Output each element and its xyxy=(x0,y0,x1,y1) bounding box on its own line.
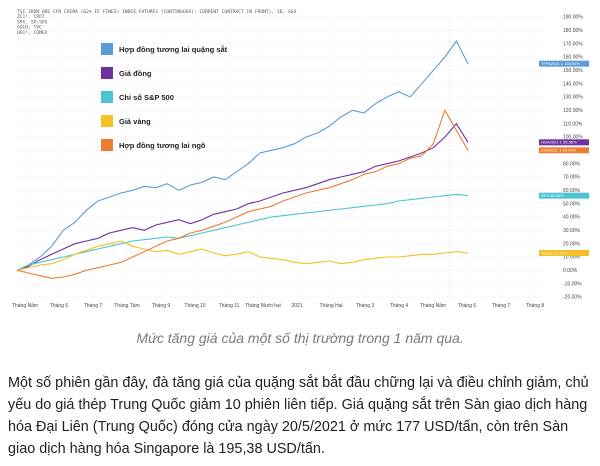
x-tick-label: Tháng 10 xyxy=(184,303,205,309)
y-tick-label: -10.00% xyxy=(563,281,582,287)
legend-swatch xyxy=(101,139,113,151)
y-tick-label: 80.00% xyxy=(563,161,581,167)
legend-swatch xyxy=(101,43,113,55)
y-tick-label: 160.00% xyxy=(563,55,583,61)
x-tick-label: Tháng Mười hai xyxy=(245,303,281,309)
series-end-label: HGA2021 1 95.56% xyxy=(541,140,577,145)
y-tick-label: 120.00% xyxy=(563,108,583,114)
y-tick-label: 150.00% xyxy=(563,68,583,74)
legend-label: Hợp đồng tương lai ngô xyxy=(119,141,206,150)
y-tick-label: 140.00% xyxy=(563,81,583,87)
x-tick-label: Tháng Hai xyxy=(319,303,342,309)
x-tick-label: Tháng 6 xyxy=(458,303,477,309)
y-tick-label: 60.00% xyxy=(563,188,581,194)
chart-caption: Mức tăng giá của một số thị trường trong… xyxy=(136,330,464,346)
series-end-label-bg xyxy=(539,250,589,256)
y-tick-label: 180.00% xyxy=(563,28,583,34)
series-line xyxy=(16,39,469,271)
y-tick-label: 70.00% xyxy=(563,175,581,181)
y-tick-label: 190.00% xyxy=(563,15,583,21)
y-tick-label: 30.00% xyxy=(563,228,581,234)
chart-header-line: HG1!, COMEX xyxy=(17,30,48,36)
y-tick-label: 0.00% xyxy=(563,268,578,274)
legend-label: Hợp đồng tương lai quặng sắt xyxy=(119,45,228,54)
x-tick-label: Tháng 9 xyxy=(152,303,171,309)
chart-header-line: GOLD, TVC xyxy=(17,25,42,31)
y-tick-label: -20.00% xyxy=(563,295,582,301)
article-paragraph: Một số phiên gần đây, đà tăng giá của qu… xyxy=(8,375,589,457)
legend-label: Giá vàng xyxy=(119,117,151,126)
legend-swatch xyxy=(101,67,113,79)
y-tick-label: 170.00% xyxy=(563,41,583,47)
x-tick-label: Tháng Năm xyxy=(420,303,446,309)
y-tick-label: 20.00% xyxy=(563,241,581,247)
x-tick-label: Tháng 7 xyxy=(84,303,103,309)
chart-header-line: SPX, SP:SPX xyxy=(17,19,48,25)
series-end-label-bg xyxy=(539,60,589,67)
x-tick-label: Tháng 6 xyxy=(50,303,69,309)
chart: TSI IRON ORE CFR CHINA (62% FE FINES) IN… xyxy=(5,5,595,318)
x-tick-label: Tháng 8 xyxy=(526,303,545,309)
series-end-label-bg xyxy=(539,192,589,199)
legend-label: Giá đồng xyxy=(119,69,152,78)
series-line xyxy=(16,240,469,271)
x-tick-label: Tháng 7 xyxy=(492,303,511,309)
legend-label: Chỉ số S&P 500 xyxy=(119,93,174,102)
x-tick-label: Tháng 4 xyxy=(390,303,409,309)
y-tick-label: 10.00% xyxy=(563,255,581,261)
x-tick-label: 2021 xyxy=(291,303,302,309)
x-tick-label: Tháng Năm xyxy=(12,303,38,309)
y-tick-label: 100.00% xyxy=(563,135,583,141)
x-tick-label: Tháng 11 xyxy=(219,303,240,309)
y-tick-label: 40.00% xyxy=(563,215,581,221)
series-line xyxy=(16,108,469,279)
series-end-label-bg xyxy=(539,147,589,154)
x-tick-label: Tháng Tám xyxy=(114,303,139,309)
legend-swatch xyxy=(101,91,113,103)
x-tick-label: Tháng 3 xyxy=(356,303,375,309)
chart-header-line: TSI IRON ORE CFR CHINA (62% FE FINES) IN… xyxy=(17,9,297,15)
y-tick-label: 50.00% xyxy=(563,201,581,207)
y-tick-label: 110.00% xyxy=(563,121,583,127)
series-line xyxy=(16,193,469,271)
line-chart: TSI IRON ORE CFR CHINA (62% FE FINES) IN… xyxy=(12,9,589,309)
legend-swatch xyxy=(101,115,113,127)
series-end-label: TFPA2021 1 155.91% xyxy=(541,61,581,66)
series-end-label: GOLD 12.71% xyxy=(541,250,567,255)
series-line xyxy=(16,122,469,271)
y-tick-label: 130.00% xyxy=(563,95,583,101)
series-end-label: ZCA2021 1 90.43% xyxy=(541,148,576,153)
series-end-label-bg xyxy=(539,139,589,146)
series-end-label: SPX 56.39% xyxy=(541,193,564,198)
